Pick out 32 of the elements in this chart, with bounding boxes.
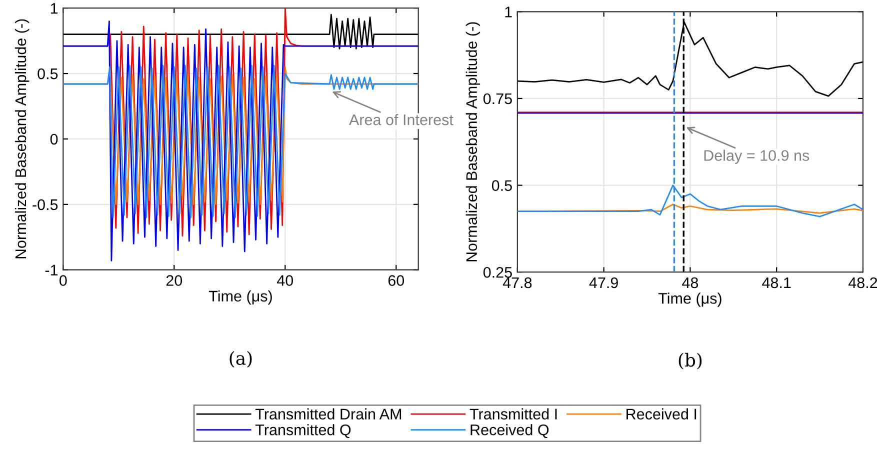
legend-label: Received I — [626, 408, 696, 420]
y-tick-label: 1 — [50, 3, 58, 14]
legend-label: Transmitted Drain AM — [255, 408, 402, 420]
x-tick-label: 40 — [276, 275, 294, 286]
text: (b) — [678, 352, 702, 370]
x-tick-label: 48.1 — [762, 277, 791, 288]
y-axis-title: Normalized Baseband Amplitude (-) — [466, 22, 480, 262]
y-axis-title: Normalized Baseband Amplitude (-) — [14, 19, 30, 258]
x-tick-label: 0 — [59, 275, 67, 286]
y-tick-label: 1 — [505, 6, 512, 18]
y-tick-label: 0.5 — [492, 180, 512, 191]
y-tick-label: 0.75 — [483, 93, 512, 104]
text: (a) — [230, 350, 252, 368]
y-tick-label: 0 — [50, 134, 58, 145]
x-tick-label: 60 — [388, 275, 404, 286]
x-tick-label: 20 — [166, 275, 182, 286]
x-axis-title: Time (μs) — [208, 290, 272, 305]
x-axis-title: Time (μs) — [658, 292, 722, 307]
x-tick-label: 47.8 — [502, 277, 532, 288]
x-tick-label: 48.2 — [848, 277, 877, 288]
y-tick-label: -0.5 — [32, 199, 58, 210]
annotation: Delay = 10.9 ns — [704, 150, 810, 164]
annotation: Area of Interest — [349, 114, 454, 126]
legend-label: Transmitted Q — [255, 424, 351, 438]
x-tick-label: 48 — [682, 277, 698, 288]
line-series — [63, 14, 418, 50]
y-tick-label: 0.25 — [483, 266, 512, 278]
legend-label: Transmitted I — [470, 408, 557, 420]
legend-label: Received Q — [470, 424, 549, 438]
y-tick-label: 0.5 — [38, 68, 58, 80]
y-tick-label: -1 — [45, 264, 58, 276]
x-tick-label: 47.9 — [589, 277, 618, 288]
